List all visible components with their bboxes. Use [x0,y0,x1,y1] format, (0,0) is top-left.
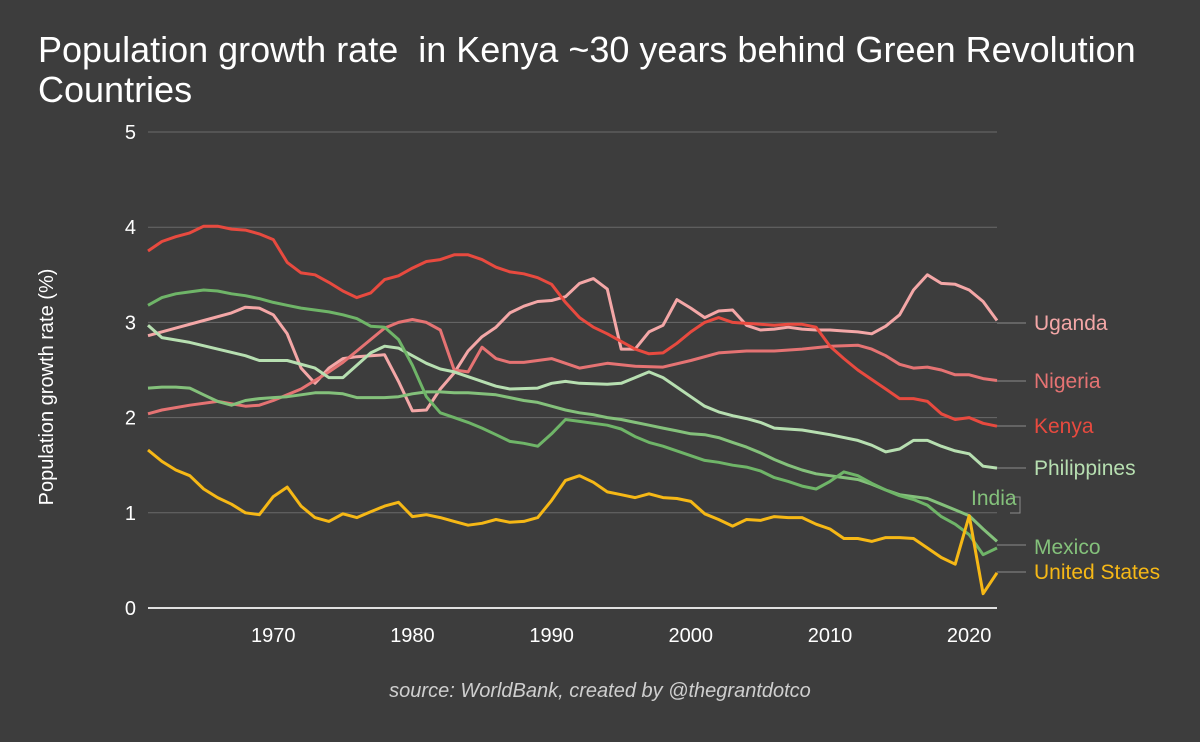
series-lines [147,224,999,596]
series-label-india: India [971,487,1017,510]
gridlines [148,131,997,609]
x-tick-label: 1970 [251,625,296,647]
y-tick-label: 0 [125,598,136,620]
label-leader-line [1010,496,1021,514]
series-line-mexico [147,288,998,557]
chart-title: Population growth rate in Kenya ~30 year… [38,29,1146,110]
y-axis-label: Population growth rate (%) [36,269,58,506]
series-line-nigeria [147,318,998,416]
series-label-nigeria: Nigeria [1034,370,1101,393]
y-tick-label: 2 [125,408,136,430]
x-tick-label: 2010 [808,625,853,647]
y-tick-label: 1 [125,503,136,525]
series-label-mexico: Mexico [1034,536,1101,559]
series-labels: Uganda Nigeria Kenya Philippines India Mexico… [971,312,1160,584]
series-label-philippines: Philippines [1034,457,1136,480]
x-tick-label: 2000 [669,625,714,647]
y-tick-label: 5 [125,122,136,144]
series-line-united-states [147,448,999,596]
x-tick-labels: 1970 1980 1990 2000 2010 2020 [251,625,991,647]
x-tick-label: 1980 [390,625,435,647]
y-tick-label: 3 [125,312,136,334]
series-line-uganda [147,273,999,413]
series-label-kenya: Kenya [1034,415,1094,438]
series-line-philippines [147,324,998,470]
y-tick-labels: 0 1 2 3 4 5 [125,122,136,620]
series-line-kenya [147,224,998,428]
y-tick-label: 4 [125,217,136,239]
series-label-uganda: Uganda [1034,312,1108,335]
series-label-united-states: United States [1034,561,1160,584]
label-leaders [997,322,1026,573]
x-tick-label: 1990 [529,625,574,647]
source-credit: source: WorldBank, created by @thegrantd… [389,680,811,702]
x-tick-label: 2020 [947,625,992,647]
series-line-india [147,385,998,543]
